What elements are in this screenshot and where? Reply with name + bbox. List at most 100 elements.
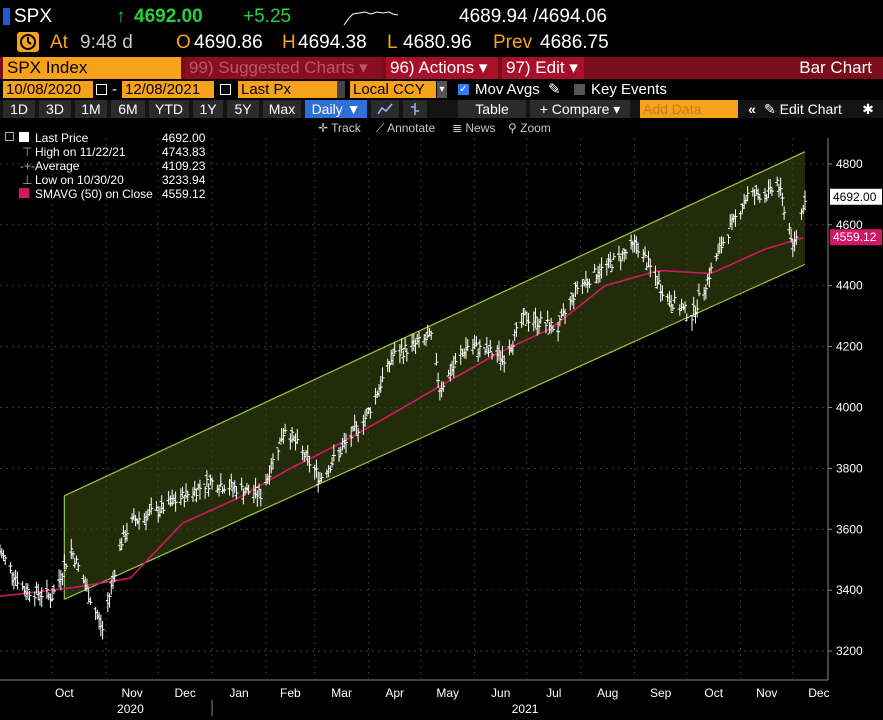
collapse-icon[interactable]: « bbox=[748, 101, 756, 117]
suggested-charts-menu[interactable]: 99) Suggested Charts ▾ bbox=[185, 57, 381, 79]
price-field-select[interactable]: Last Px bbox=[238, 81, 340, 98]
open-value: 4690.86 bbox=[194, 32, 263, 53]
net-change: +5.25 bbox=[243, 6, 292, 27]
up-arrow-icon: ↑ bbox=[116, 6, 126, 27]
price-field-dropdown-icon[interactable] bbox=[337, 81, 345, 98]
sma-tag-box bbox=[830, 229, 882, 246]
magnifier-icon: ⚲ bbox=[508, 121, 521, 135]
legend-collapse-icon[interactable] bbox=[5, 132, 14, 141]
zoom-tool-label: Zoom bbox=[520, 121, 551, 135]
period-3d[interactable]: 3D bbox=[39, 100, 71, 118]
clock-icon bbox=[17, 32, 39, 52]
x-month-label: Jul bbox=[546, 686, 561, 700]
prev-value: 4686.75 bbox=[540, 32, 609, 53]
legend-value: 4559.12 bbox=[162, 187, 206, 201]
actions-menu[interactable]: 96) Actions ▾ bbox=[386, 57, 498, 79]
y-tick-label: 4000 bbox=[836, 400, 863, 414]
x-year-label: 2021 bbox=[512, 702, 539, 716]
compare-button[interactable]: + Compare ▾ bbox=[530, 100, 630, 118]
window-title: Bar Chart bbox=[799, 58, 872, 77]
track-tool-label: Track bbox=[331, 121, 361, 135]
period-max[interactable]: Max bbox=[263, 100, 301, 118]
last-price-tag: 4692.00 bbox=[833, 190, 877, 204]
legend-average: -+- Average 4109.23 bbox=[5, 159, 210, 173]
annotate-icon: ⟋ bbox=[376, 121, 388, 135]
x-year-label: 2020 bbox=[117, 702, 144, 716]
date-controls: 10/08/2020 - 12/08/2021 Last Px Local CC… bbox=[0, 81, 883, 99]
settings-gear-icon[interactable]: ✱ bbox=[862, 101, 874, 117]
end-date-input[interactable]: 12/08/2021 bbox=[122, 81, 214, 98]
x-month-label: Jan bbox=[229, 686, 248, 700]
y-tick-label: 3800 bbox=[836, 461, 863, 475]
edit-chart-pencil-icon: ✎ bbox=[764, 101, 780, 117]
legend-value: 4743.83 bbox=[162, 145, 206, 159]
low-marker-icon: ⊥ bbox=[22, 173, 33, 187]
sma-tag: 4559.12 bbox=[833, 230, 877, 244]
frequency-select[interactable]: Daily ▼ bbox=[305, 100, 367, 118]
y-tick-label: 4800 bbox=[836, 157, 863, 171]
legend-value: 3233.94 bbox=[162, 173, 206, 187]
legend-label: High on 11/22/21 bbox=[35, 145, 126, 159]
legend-last-price: Last Price 4692.00 bbox=[5, 131, 210, 145]
period-1m[interactable]: 1M bbox=[75, 100, 107, 118]
pencil-icon[interactable]: ✎ bbox=[548, 81, 561, 98]
intraday-sparkline bbox=[343, 11, 399, 26]
currency-select[interactable]: Local CCY bbox=[350, 81, 436, 98]
period-5y[interactable]: 5Y bbox=[227, 100, 259, 118]
x-month-label: Nov bbox=[121, 686, 142, 700]
quote-line-2: At 9:48 d O 4690.86 H 4694.38 L 4680.96 … bbox=[0, 32, 883, 54]
low-label: L bbox=[387, 32, 398, 53]
track-tool[interactable]: ✛ Track bbox=[318, 121, 361, 135]
price-chart[interactable]: 3200 3400 3600 3800 4000 4200 4400 4600 4800 Oct N… bbox=[0, 138, 883, 720]
legend-label: Low on 10/30/20 bbox=[35, 173, 124, 187]
smavg-swatch bbox=[19, 188, 29, 198]
mov-avgs-checkbox[interactable]: ✓ bbox=[458, 84, 469, 95]
line-chart-type-icon[interactable] bbox=[371, 100, 399, 118]
legend-label: SMAVG (50) on Close bbox=[35, 187, 153, 201]
currency-dropdown-icon[interactable]: ▾ bbox=[437, 81, 447, 98]
period-toolbar: 1D 3D 1M 6M YTD 1Y 5Y Max Daily ▼ Table … bbox=[0, 100, 883, 118]
add-data-input[interactable]: Add Data bbox=[640, 100, 738, 118]
start-date-input[interactable]: 10/08/2020 bbox=[3, 81, 93, 98]
x-month-label: Aug bbox=[597, 686, 618, 700]
edit-menu[interactable]: 97) Edit ▾ bbox=[502, 57, 584, 79]
y-tick-label: 4200 bbox=[836, 340, 863, 354]
last-price-swatch bbox=[19, 132, 29, 142]
end-date-calendar-icon[interactable] bbox=[220, 84, 231, 95]
x-month-label: Feb bbox=[280, 686, 301, 700]
x-month-label: May bbox=[436, 686, 459, 700]
prev-label: Prev bbox=[493, 32, 533, 53]
legend-value: 4692.00 bbox=[162, 131, 206, 145]
bar-chart-type-icon[interactable] bbox=[403, 100, 427, 118]
period-1y[interactable]: 1Y bbox=[193, 100, 223, 118]
y-tick-label: 3400 bbox=[836, 583, 863, 597]
mov-avgs-label: Mov Avgs bbox=[475, 81, 540, 98]
legend-label: Average bbox=[35, 159, 80, 173]
edit-chart-button[interactable]: ✎ Edit Chart bbox=[764, 100, 856, 118]
annotate-tool[interactable]: ⟋ Annotate bbox=[376, 121, 435, 136]
x-month-label: Mar bbox=[331, 686, 352, 700]
y-tick-label: 4400 bbox=[836, 279, 863, 293]
period-1d[interactable]: 1D bbox=[3, 100, 35, 118]
x-month-label: Oct bbox=[704, 686, 723, 700]
start-date-calendar-icon[interactable] bbox=[96, 84, 107, 95]
y-tick-label: 4600 bbox=[836, 218, 863, 232]
security-field-label: SPX Index bbox=[7, 58, 88, 77]
news-icon: ≣ bbox=[452, 121, 466, 135]
table-button[interactable]: Table bbox=[458, 100, 526, 118]
trend-channel-fill bbox=[64, 151, 806, 600]
ticker: SPX bbox=[14, 6, 53, 27]
news-tool[interactable]: ≣ News bbox=[452, 121, 495, 135]
legend-smavg: SMAVG (50) on Close 4559.12 bbox=[5, 187, 210, 201]
zoom-tool[interactable]: ⚲ Zoom bbox=[508, 121, 551, 135]
date-separator: - bbox=[112, 81, 117, 98]
bid-ask: 4689.94 /4694.06 bbox=[459, 6, 607, 27]
annotate-tool-label: Annotate bbox=[387, 121, 436, 135]
period-6m[interactable]: 6M bbox=[111, 100, 145, 118]
security-field[interactable]: SPX Index bbox=[3, 57, 181, 79]
y-tick-label: 3600 bbox=[836, 522, 863, 536]
key-events-checkbox[interactable] bbox=[574, 84, 585, 95]
period-ytd[interactable]: YTD bbox=[149, 100, 189, 118]
x-month-label: Dec bbox=[808, 686, 829, 700]
sma50-line bbox=[0, 237, 804, 598]
